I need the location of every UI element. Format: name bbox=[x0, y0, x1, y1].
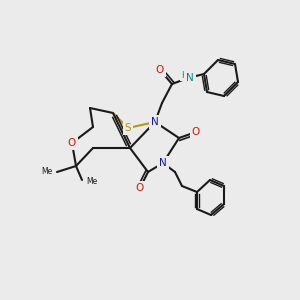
Text: Me: Me bbox=[42, 167, 53, 176]
Text: O: O bbox=[68, 138, 76, 148]
Text: O: O bbox=[156, 65, 164, 75]
Text: O: O bbox=[192, 127, 200, 137]
Text: S: S bbox=[125, 123, 131, 133]
Text: O: O bbox=[136, 183, 144, 193]
Text: H: H bbox=[181, 70, 187, 80]
Text: Me: Me bbox=[86, 178, 97, 187]
Text: N: N bbox=[159, 158, 167, 168]
Text: N: N bbox=[186, 73, 194, 83]
Text: N: N bbox=[151, 117, 159, 127]
